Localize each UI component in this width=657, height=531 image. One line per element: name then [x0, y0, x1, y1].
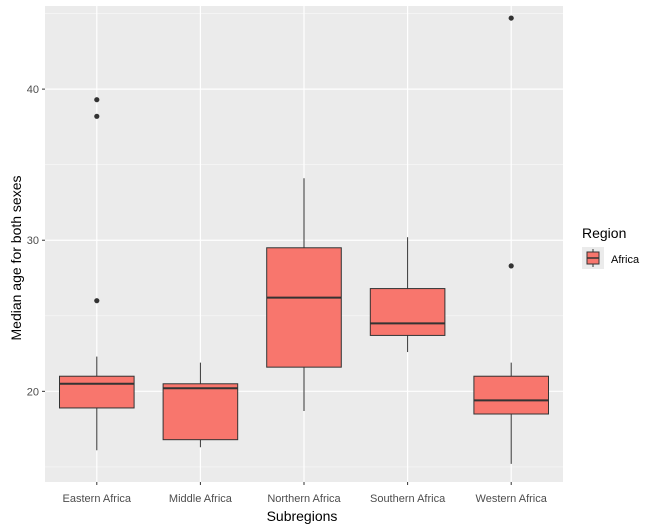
x-tick-label: Southern Africa	[370, 493, 446, 505]
box-iqr	[59, 375, 135, 409]
y-tick-label: 40	[27, 84, 39, 96]
y-tick-label: 20	[27, 386, 39, 398]
x-axis-title: Subregions	[267, 508, 338, 524]
box-eastern-africa	[59, 97, 135, 451]
box-iqr	[473, 375, 549, 415]
legend-key	[582, 247, 604, 269]
box-iqr	[369, 288, 446, 336]
y-tick-label: 30	[27, 235, 39, 247]
y-axis-title: Median age for both sexes	[8, 176, 24, 341]
box-western-africa	[473, 15, 549, 464]
x-axis: Eastern Africa Middle Africa Northern Afri…	[63, 482, 548, 505]
x-tick-label: Middle Africa	[169, 493, 233, 505]
box-iqr	[266, 247, 342, 368]
outlier-point	[94, 298, 100, 304]
box-southern-africa	[369, 237, 446, 353]
y-axis: 20 30 40	[27, 84, 45, 398]
outlier-point	[508, 263, 514, 269]
outlier-point	[508, 15, 514, 21]
legend-item-label: Africa	[611, 254, 640, 266]
legend: Region Africa	[582, 225, 640, 269]
x-tick-label: Northern Africa	[267, 493, 341, 505]
outlier-point	[94, 97, 100, 103]
box-iqr	[162, 383, 239, 441]
x-tick-label: Western Africa	[476, 493, 548, 505]
box-middle-africa	[162, 362, 239, 448]
box-group	[59, 15, 549, 464]
outlier-point	[94, 113, 100, 119]
legend-title: Region	[582, 225, 626, 241]
box-northern-africa	[266, 178, 342, 411]
x-tick-label: Eastern Africa	[63, 493, 132, 505]
